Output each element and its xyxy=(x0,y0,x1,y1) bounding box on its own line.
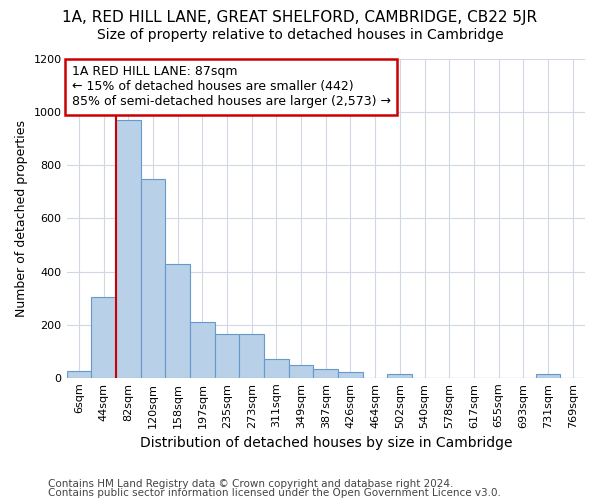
Text: 1A, RED HILL LANE, GREAT SHELFORD, CAMBRIDGE, CB22 5JR: 1A, RED HILL LANE, GREAT SHELFORD, CAMBR… xyxy=(62,10,538,25)
Bar xyxy=(190,322,215,378)
Bar xyxy=(67,371,91,378)
Bar xyxy=(116,120,140,378)
Bar xyxy=(289,365,313,378)
X-axis label: Distribution of detached houses by size in Cambridge: Distribution of detached houses by size … xyxy=(140,436,512,450)
Bar xyxy=(165,264,190,378)
Bar xyxy=(264,359,289,378)
Bar xyxy=(388,374,412,378)
Bar xyxy=(91,297,116,378)
Bar xyxy=(215,334,239,378)
Bar xyxy=(239,334,264,378)
Text: 1A RED HILL LANE: 87sqm
← 15% of detached houses are smaller (442)
85% of semi-d: 1A RED HILL LANE: 87sqm ← 15% of detache… xyxy=(72,66,391,108)
Text: Contains public sector information licensed under the Open Government Licence v3: Contains public sector information licen… xyxy=(48,488,501,498)
Bar xyxy=(313,370,338,378)
Bar xyxy=(338,372,363,378)
Y-axis label: Number of detached properties: Number of detached properties xyxy=(15,120,28,317)
Text: Size of property relative to detached houses in Cambridge: Size of property relative to detached ho… xyxy=(97,28,503,42)
Bar xyxy=(140,178,165,378)
Text: Contains HM Land Registry data © Crown copyright and database right 2024.: Contains HM Land Registry data © Crown c… xyxy=(48,479,454,489)
Bar xyxy=(536,374,560,378)
